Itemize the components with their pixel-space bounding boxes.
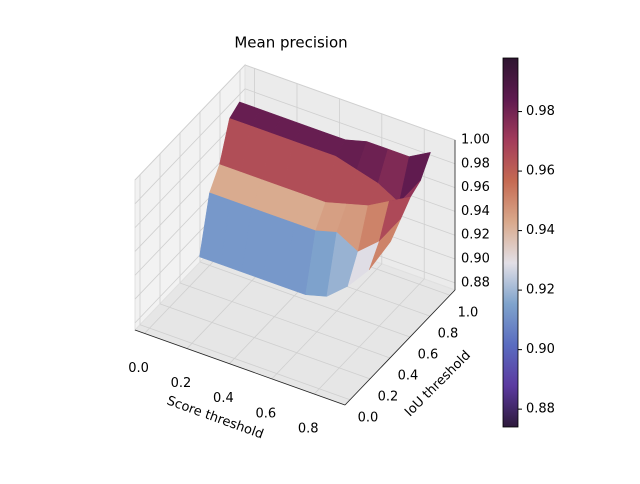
colorbar-tick-label: 0.92 <box>526 283 555 298</box>
colorbar-tick-label: 0.88 <box>526 402 555 417</box>
x-tick-label: 0.8 <box>298 422 319 437</box>
grid-line <box>244 88 456 165</box>
z-tick-label: 0.92 <box>461 228 490 243</box>
z-tick-label: 0.88 <box>461 275 490 290</box>
z-tick-label: 0.90 <box>461 252 490 267</box>
colorbar-tick-label: 0.96 <box>526 164 555 179</box>
y-tick-label: 0.6 <box>418 348 439 363</box>
x-tick-label: 0.2 <box>171 376 192 391</box>
grid-line <box>199 261 411 338</box>
y-tick-label: 0.0 <box>358 410 379 425</box>
grid-line <box>313 278 425 395</box>
colorbar-tick-label: 0.90 <box>526 342 555 357</box>
z-tick-label: 0.96 <box>461 180 490 195</box>
grid-line <box>271 263 383 380</box>
z-tick-label: 0.94 <box>461 204 490 219</box>
z-tick-label: 0.98 <box>461 156 490 171</box>
x-tick-label: 0.6 <box>255 406 276 421</box>
grid-line <box>244 64 456 141</box>
grid-line <box>139 324 351 401</box>
surface-face <box>368 219 401 270</box>
z-tick-label: 1.00 <box>461 133 490 148</box>
axis-line <box>134 329 346 406</box>
x-tick-label: 0.0 <box>128 361 149 376</box>
axis-line <box>344 289 456 406</box>
colorbar <box>502 57 519 428</box>
grid-line <box>134 64 246 181</box>
y-tick-label: 1.0 <box>458 306 479 321</box>
colorbar-tick-label: 0.94 <box>526 223 555 238</box>
grid-line <box>179 282 391 359</box>
y-tick-label: 0.2 <box>378 389 399 404</box>
y-tick-label: 0.8 <box>438 327 459 342</box>
y-tick-label: 0.4 <box>398 368 419 383</box>
grid-line <box>134 88 246 205</box>
colorbar-tick-label: 0.98 <box>526 104 555 119</box>
chart-title: Mean precision <box>234 34 347 52</box>
x-tick-label: 0.4 <box>213 391 234 406</box>
grid-line <box>159 303 371 380</box>
